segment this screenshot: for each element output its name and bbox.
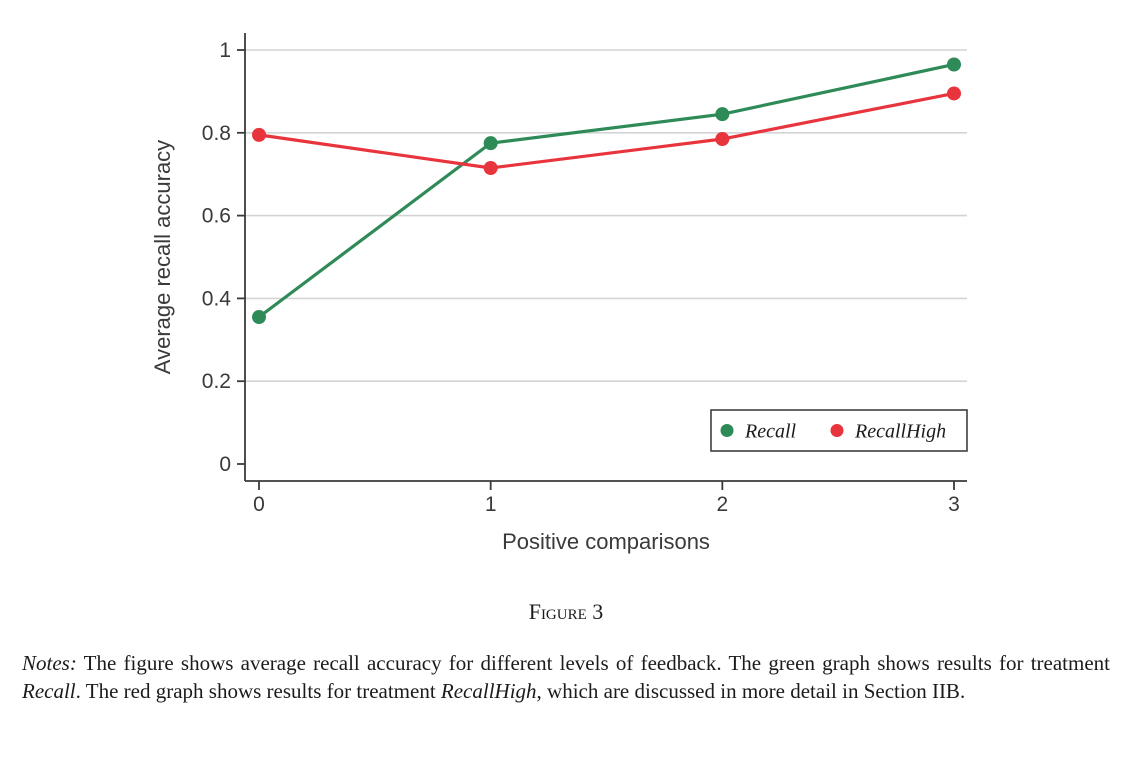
data-point-recallhigh [252,127,266,142]
figure-notes: Notes: The figure shows average recall a… [22,650,1110,705]
data-point-recall [483,136,498,151]
x-tick-label: 2 [716,493,728,516]
y-tick-label: 0.2 [202,370,231,393]
series-line-recall [258,62,955,319]
legend-marker-recallhigh [830,424,844,437]
data-point-recallhigh [715,132,730,147]
data-point-recallhigh [947,86,961,101]
notes-italic-segment: Recall [22,678,76,703]
y-tick-label: 0.8 [202,122,231,145]
x-tick-label: 0 [253,493,265,516]
x-tick-label: 3 [948,493,960,516]
data-point-recall [715,107,730,122]
legend-label-recall: Recall [744,421,797,443]
data-point-recall [947,57,961,72]
figure-caption: Figure 3 [528,599,604,624]
y-tick-label: 0 [219,453,231,476]
notes-italic-segment: RecallHigh [440,678,537,703]
notes-text-segment: The figure shows average recall accuracy… [76,651,1110,675]
notes-text-segment: . The red graph shows results for treatm… [75,678,441,703]
y-tick-label: 1 [219,39,231,62]
x-axis-title: Positive comparisons [502,529,710,554]
y-axis-title: Average recall accuracy [150,140,175,374]
recall-accuracy-line-chart: 0 0.2 0.4 0.6 0.8 1 0 1 2 3 Average recall accurac… [150,33,968,554]
legend-label-recallhigh: RecallHigh [854,421,946,443]
x-tick-label: 1 [485,493,497,516]
data-point-recall [252,310,266,325]
legend-marker-recall [720,424,734,437]
data-point-recallhigh [483,160,498,175]
notes-italic-segment: Notes: [22,651,77,675]
notes-text-segment: , which are discussed in more detail in … [536,678,966,703]
series-line-recallhigh [258,91,955,170]
y-tick-label: 0.4 [202,287,232,310]
y-tick-label: 0.6 [202,205,231,228]
